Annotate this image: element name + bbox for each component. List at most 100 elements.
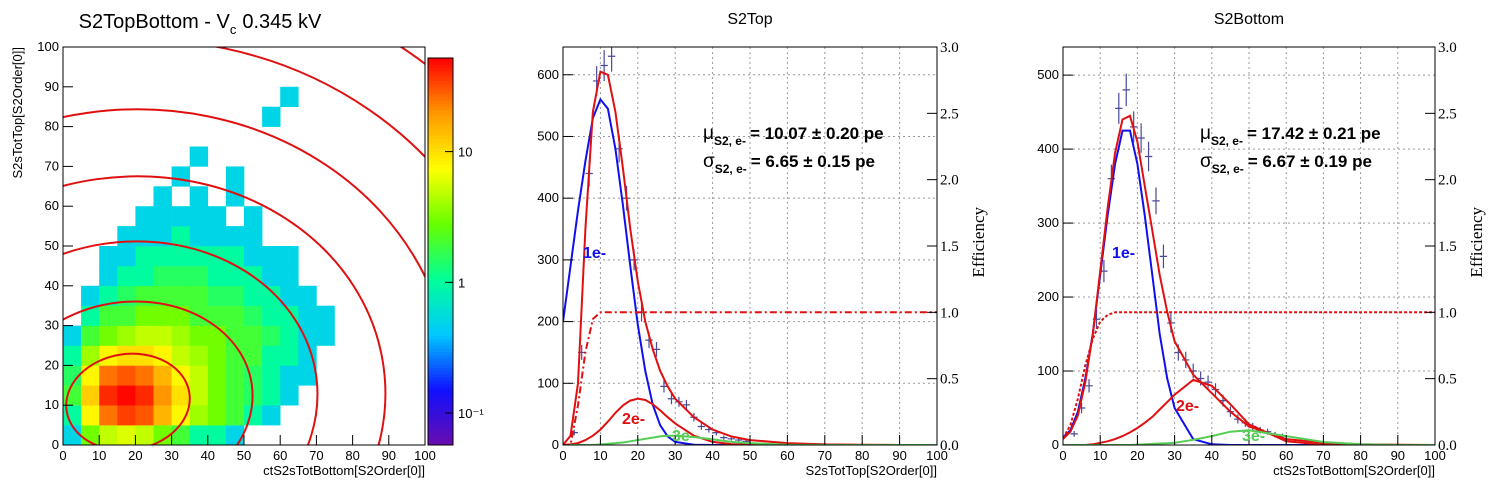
x-tick-label: 0 [1059, 448, 1066, 463]
heat-cell [262, 345, 281, 366]
heat-cell [225, 246, 245, 267]
x-tick-label: 100 [414, 448, 436, 463]
colorbar-segment [428, 138, 453, 143]
data-point [1070, 430, 1078, 437]
colorbar-segment [428, 393, 453, 398]
heat-cell [225, 226, 245, 247]
heat-cell [135, 345, 154, 366]
heat-cell [189, 385, 209, 406]
colorbar-segment [428, 361, 453, 365]
heat-cell [189, 285, 209, 306]
colorbar-segment [428, 154, 453, 159]
colorbar-segment [428, 280, 453, 285]
heat-cell [117, 405, 136, 426]
heat-cell [262, 106, 281, 127]
heat-cell [189, 425, 209, 445]
plot-area [563, 47, 937, 445]
colorbar-segment [428, 193, 453, 198]
heat-cell [135, 365, 154, 386]
y2-tick-label: 0.5 [1438, 372, 1457, 388]
colorbar-segment [428, 370, 453, 375]
x-axis-label: ctS2sTotBottom[S2Order[0]] [1273, 463, 1435, 478]
colorbar-segment [428, 367, 453, 372]
y-tick-label: 50 [45, 238, 59, 253]
colorbar-segment [428, 232, 453, 236]
heat-cell [81, 325, 100, 346]
heat-cell [153, 265, 172, 287]
heat-cell [298, 285, 317, 306]
colorbar-segment [428, 128, 453, 133]
heat-cell [171, 325, 190, 346]
colorbar-segment [428, 209, 453, 214]
colorbar-segment [428, 267, 453, 272]
colorbar-segment [428, 403, 453, 407]
y2-axis-label: Efficiency [969, 207, 988, 278]
heat-cell [135, 425, 154, 445]
heat-cell [153, 405, 172, 426]
curve-label: 2e- [1176, 398, 1199, 415]
annotation-subscript: S2, e- [714, 134, 746, 148]
colorbar-tick-label: 1 [458, 275, 465, 290]
colorbar-segment [428, 422, 453, 427]
colorbar-segment [428, 77, 453, 82]
contour [65, 352, 191, 445]
colorbar-segment [428, 270, 453, 275]
colorbar-segment [428, 222, 453, 227]
heat-cell [81, 285, 100, 306]
title-part: S2TopBottom - V [79, 11, 231, 33]
data-point [607, 47, 616, 72]
colorbar-segment [428, 112, 453, 117]
heat-cell [117, 345, 136, 366]
colorbar-segment [428, 132, 453, 136]
heat-cell [99, 305, 118, 326]
data-point [667, 393, 676, 405]
x-tick-label: 40 [201, 448, 215, 463]
heat-cell [225, 385, 245, 406]
heat-cell [298, 365, 317, 386]
heat-cell [280, 265, 299, 287]
heat-cell [244, 206, 263, 227]
heat-cell [171, 206, 190, 227]
x-tick-label: 100 [926, 448, 948, 463]
data-point [652, 341, 661, 357]
heat-cell [99, 265, 118, 287]
heat-cell [207, 405, 227, 426]
colorbar-segment [428, 116, 453, 120]
heat-cell [153, 325, 172, 346]
colorbar-segment [428, 328, 453, 333]
colorbar-segment [428, 241, 453, 246]
colorbar-segment [428, 332, 453, 336]
heat-cell [316, 325, 335, 346]
colorbar-segment [428, 316, 453, 320]
heat-cell [81, 405, 100, 426]
x-axis-label: S2sTotTop[S2Order[0]] [805, 463, 937, 478]
colorbar-segment [428, 409, 453, 414]
y-tick-label: 500 [1037, 67, 1059, 82]
annotation-symbol: σ [703, 151, 715, 172]
colorbar-segment [428, 419, 453, 423]
heat-cell [135, 325, 154, 346]
heat-cell [117, 425, 136, 445]
x-tick-label: 10 [1093, 448, 1107, 463]
heat-cell [262, 405, 281, 426]
colorbar-segment [428, 87, 453, 91]
heat-cell [117, 365, 136, 386]
x-tick-label: 80 [855, 448, 869, 463]
colorbar-segment [428, 183, 453, 188]
colorbar-segment [428, 319, 453, 323]
x-tick-label: 20 [631, 448, 645, 463]
y-tick-label: 10 [45, 397, 59, 412]
annotation: μS2, e- = 10.07 ± 0.20 pe [703, 123, 884, 148]
annotation: σS2, e- = 6.65 ± 0.15 pe [703, 151, 875, 176]
colorbar-segment [428, 96, 453, 101]
colorbar-segment [428, 141, 453, 146]
annotation: μS2, e- = 17.42 ± 0.21 pe [1200, 123, 1381, 148]
heat-cell [135, 226, 154, 247]
y-tick-label: 0 [1052, 437, 1059, 452]
heat-cell [207, 265, 227, 287]
y2-tick-label: 1.5 [1438, 239, 1457, 255]
heat-cell [63, 365, 82, 386]
heat-cell [171, 285, 190, 306]
